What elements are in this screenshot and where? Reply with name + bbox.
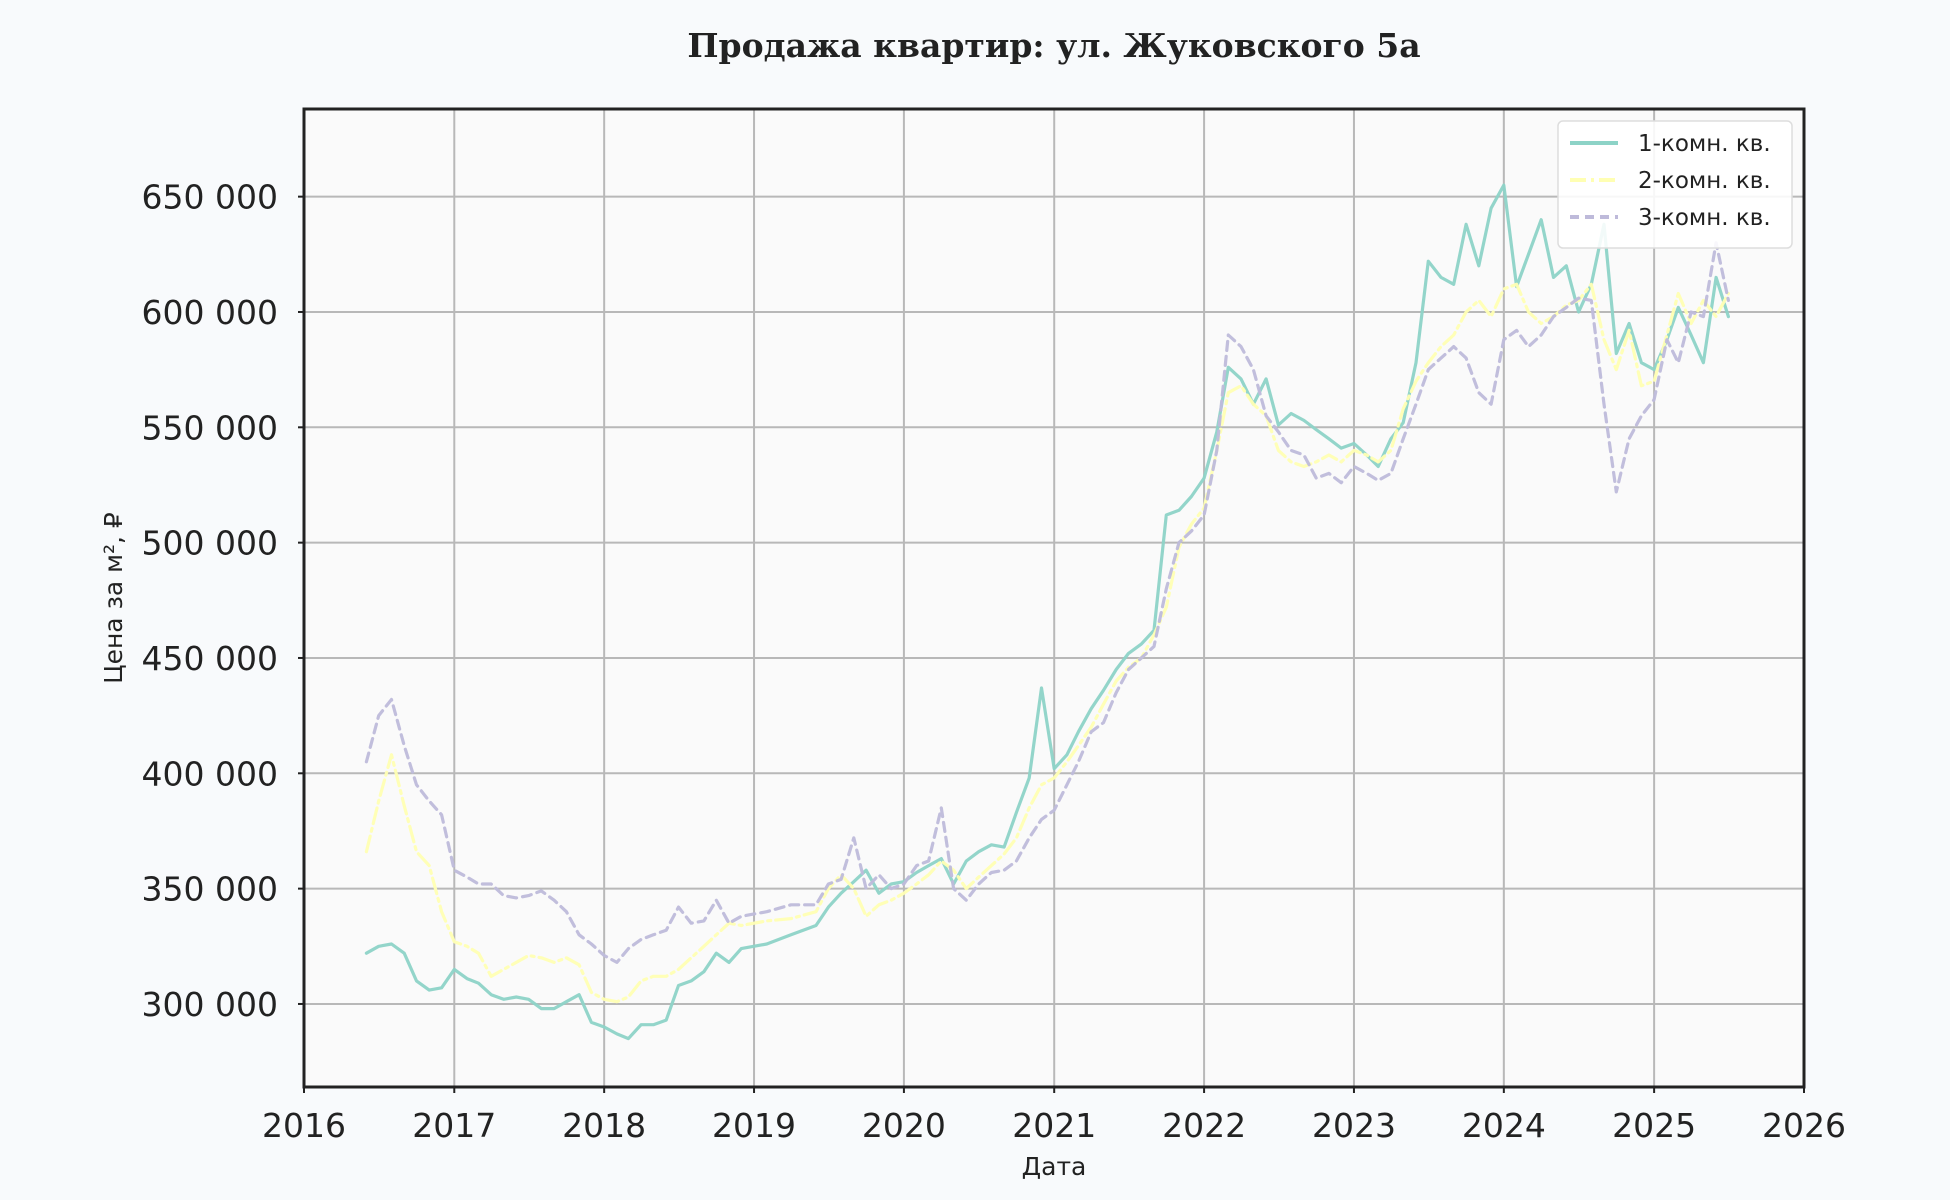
y-tick-label: 500 000 [142, 524, 278, 563]
x-tick-label: 2017 [412, 1106, 496, 1145]
x-axis: 2016 2017 2018 2019 2020 2021 2022 2023 2024 2025… [262, 1087, 1846, 1145]
y-tick-label: 650 000 [142, 178, 278, 217]
y-axis-label: Цена за м², ₽ [99, 512, 128, 684]
y-tick-label: 450 000 [142, 639, 278, 678]
legend: 1-комн. кв. 2-комн. кв. 3-комн. кв. [1557, 120, 1793, 249]
legend-label: 2-комн. кв. [1638, 168, 1771, 194]
series-line-1 [364, 183, 1731, 1041]
x-tick-label: 2018 [562, 1106, 646, 1145]
x-tick-label: 2021 [1012, 1106, 1096, 1145]
legend-label: 1-комн. кв. [1638, 131, 1771, 157]
x-tick-label: 2026 [1762, 1106, 1846, 1145]
y-axis: 300 000 350 000 400 000 450 000 500 000 550 0… [142, 178, 304, 1024]
x-tick-label: 2023 [1312, 1106, 1396, 1145]
x-tick-label: 2019 [712, 1106, 796, 1145]
y-tick-label: 400 000 [142, 754, 278, 793]
x-tick-label: 2020 [862, 1106, 946, 1145]
series-line-3 [364, 241, 1731, 965]
x-tick-label: 2025 [1612, 1106, 1696, 1145]
x-tick-label: 2016 [262, 1106, 346, 1145]
y-tick-label: 350 000 [142, 870, 278, 909]
x-tick-label: 2024 [1462, 1106, 1546, 1145]
legend-label: 3-комн. кв. [1638, 205, 1771, 231]
y-tick-label: 550 000 [142, 408, 278, 447]
series-layer [364, 183, 1731, 1041]
chart-title: Продажа квартир: ул. Жуковского 5а [687, 26, 1420, 65]
x-tick-label: 2022 [1162, 1106, 1246, 1145]
series-line-2 [364, 282, 1731, 1004]
y-tick-label: 300 000 [142, 985, 278, 1024]
y-tick-label: 600 000 [142, 293, 278, 332]
x-axis-label: Дата [1022, 1152, 1087, 1181]
